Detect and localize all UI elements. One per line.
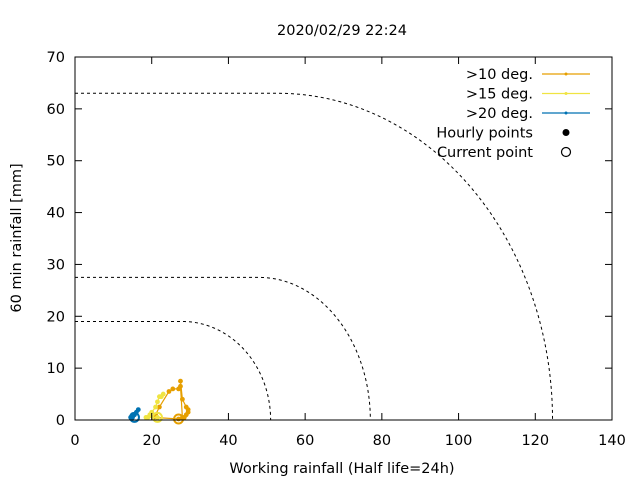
x-tick-label: 0: [70, 433, 79, 449]
y-tick-label: 60: [47, 102, 65, 118]
current-point: [128, 411, 140, 423]
legend-line-marker: [564, 111, 568, 115]
y-tick-label: 70: [47, 50, 65, 66]
hourly-point: [178, 378, 183, 384]
legend-entry: >20 deg.: [466, 106, 590, 122]
series-3: [128, 407, 141, 423]
hourly-point: [180, 396, 185, 402]
y-tick-label: 0: [56, 413, 65, 429]
y-tick-label: 20: [47, 309, 65, 325]
threshold-curves: [75, 92, 554, 421]
hourly-point: [130, 415, 135, 420]
legend-label: >15 deg.: [466, 87, 533, 103]
hourly-point: [153, 404, 158, 410]
legend-line-marker: [564, 72, 568, 76]
x-tick-label: 40: [219, 433, 237, 449]
current-point: [173, 413, 185, 425]
hourly-point: [176, 416, 181, 422]
legend-entry: Hourly points: [436, 126, 570, 142]
hourly-point: [155, 399, 160, 405]
legend-label: >20 deg.: [466, 106, 533, 122]
hourly-point: [166, 389, 172, 394]
legend-dot-swatch: [562, 129, 570, 136]
data-series: [128, 378, 191, 425]
hourly-point: [176, 386, 181, 392]
legend-label: >10 deg.: [466, 67, 533, 83]
axis-ticks: 0 20 40 60 80 100 120 140 0 10 20 30 40 50 60 70: [47, 50, 626, 449]
hourly-point: [156, 394, 162, 400]
legend-entry: >15 deg.: [466, 87, 590, 103]
hourly-point: [143, 415, 149, 420]
series-2: [143, 391, 166, 423]
hourly-point: [156, 404, 162, 410]
hourly-point: [170, 386, 176, 392]
legend-entry: >10 deg.: [466, 67, 590, 83]
x-tick-label: 100: [445, 433, 473, 449]
legend-circle-swatch: [560, 146, 572, 158]
x-axis-label: Working rainfall (Half life=24h): [229, 461, 454, 477]
y-tick-label: 50: [47, 154, 65, 170]
legend-label: Hourly points: [436, 126, 533, 142]
hourly-point: [155, 415, 160, 420]
threshold-curve-2: [75, 276, 371, 421]
threshold-curve-3: [75, 92, 554, 421]
y-tick-label: 40: [47, 206, 65, 222]
legend-label: Current point: [437, 145, 533, 161]
x-tick-label: 140: [598, 433, 626, 449]
legend: >10 deg. >15 deg. >20 deg. Hourly points Cur…: [436, 67, 590, 161]
x-tick-label: 80: [373, 433, 391, 449]
legend-line-marker: [564, 92, 568, 95]
y-tick-label: 30: [47, 257, 65, 273]
current-point: [151, 411, 163, 423]
threshold-curve-1: [75, 320, 272, 421]
x-tick-label: 60: [296, 433, 314, 449]
y-tick-label: 10: [47, 361, 65, 377]
legend-entry: Current point: [437, 145, 572, 161]
x-tick-label: 120: [521, 433, 549, 449]
y-axis-label: 60 min rainfall [mm]: [9, 163, 25, 312]
x-tick-label: 20: [142, 433, 160, 449]
plot-frame: [74, 56, 613, 421]
chart-title: 2020/02/29 22:24: [277, 23, 407, 39]
